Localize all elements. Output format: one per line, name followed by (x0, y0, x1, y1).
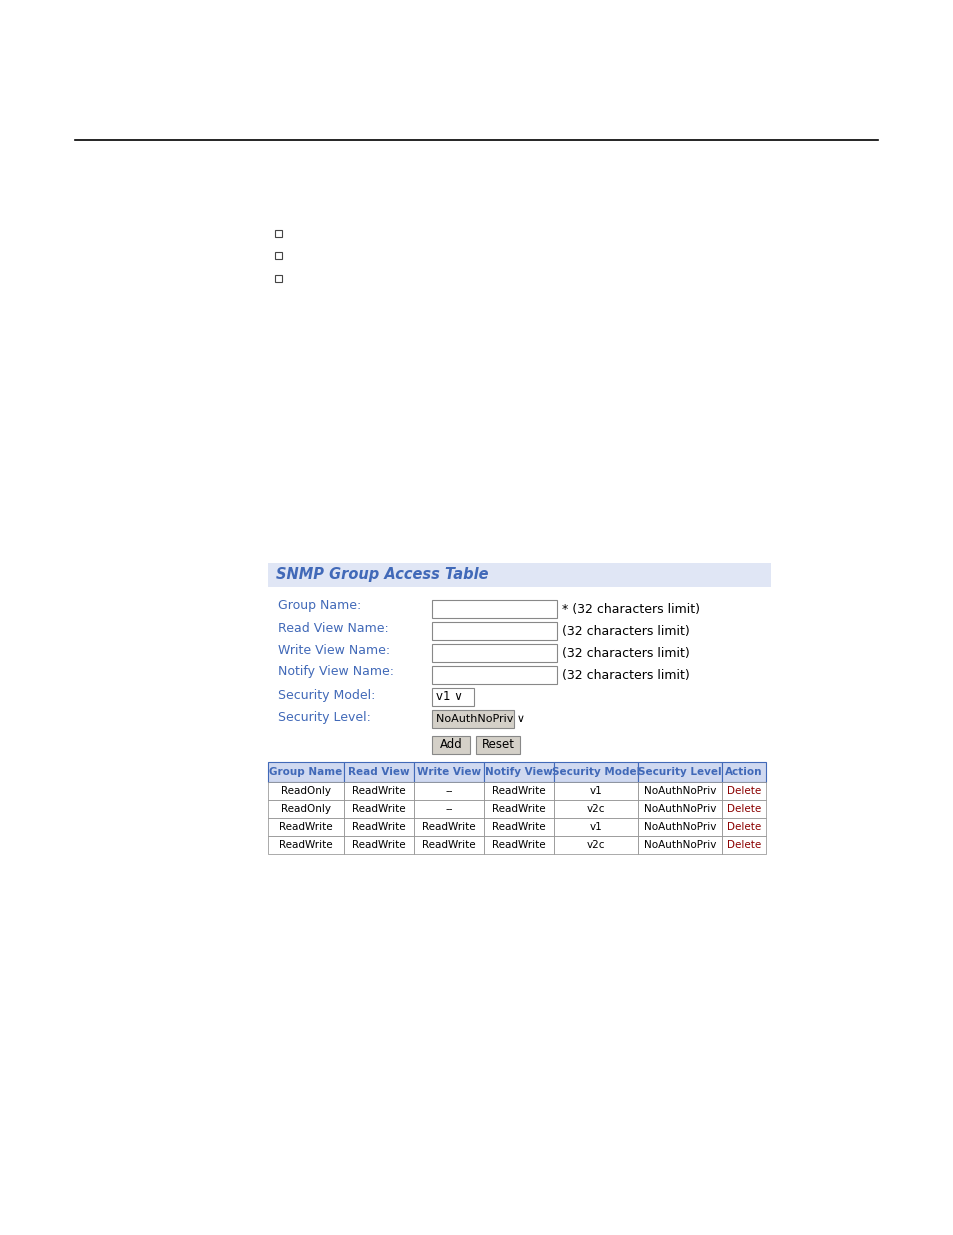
Bar (268, 782, 344, 800)
Bar (268, 800, 344, 818)
Bar (414, 762, 483, 782)
Bar (554, 818, 638, 836)
Text: Write View: Write View (416, 767, 480, 777)
Text: ReadOnly: ReadOnly (281, 785, 331, 797)
Text: v1 ∨: v1 ∨ (436, 690, 462, 704)
Text: (32 characters limit): (32 characters limit) (561, 668, 689, 682)
Text: v1: v1 (589, 823, 601, 832)
Text: ReadWrite: ReadWrite (279, 840, 333, 850)
Text: ReadWrite: ReadWrite (422, 840, 476, 850)
Bar (432, 666, 557, 684)
Bar (414, 836, 483, 853)
Text: * (32 characters limit): * (32 characters limit) (561, 603, 700, 615)
Text: Security Model:: Security Model: (277, 688, 375, 701)
Text: NoAuthNoPriv: NoAuthNoPriv (643, 840, 716, 850)
Bar (344, 836, 414, 853)
Text: Security Level:: Security Level: (277, 710, 371, 724)
Text: Security Level: Security Level (638, 767, 721, 777)
Bar (344, 762, 414, 782)
Bar (268, 762, 344, 782)
Text: --: -- (445, 804, 453, 814)
Bar (274, 252, 282, 258)
Bar (483, 782, 554, 800)
Bar (638, 818, 721, 836)
Text: Add: Add (439, 739, 462, 752)
Bar (432, 600, 557, 618)
Bar (638, 782, 721, 800)
Bar (554, 782, 638, 800)
Text: Write View Name:: Write View Name: (277, 643, 390, 657)
Bar (432, 643, 557, 662)
Bar (721, 782, 765, 800)
Text: ReadOnly: ReadOnly (281, 804, 331, 814)
Text: NoAuthNoPriv ∨: NoAuthNoPriv ∨ (436, 714, 524, 724)
Text: ReadWrite: ReadWrite (352, 840, 405, 850)
Bar (432, 688, 474, 706)
Bar (344, 782, 414, 800)
Bar (476, 736, 519, 755)
Bar (344, 818, 414, 836)
Text: Delete: Delete (726, 840, 760, 850)
Text: v1: v1 (589, 785, 601, 797)
Text: ReadWrite: ReadWrite (352, 823, 405, 832)
Text: ReadWrite: ReadWrite (492, 823, 545, 832)
Text: Group Name:: Group Name: (277, 599, 361, 613)
Text: ReadWrite: ReadWrite (492, 804, 545, 814)
Bar (554, 836, 638, 853)
Bar (483, 800, 554, 818)
Text: Security Model: Security Model (551, 767, 639, 777)
Text: SNMP Group Access Table: SNMP Group Access Table (275, 568, 488, 583)
Text: Notify View Name:: Notify View Name: (277, 666, 394, 678)
Text: ReadWrite: ReadWrite (352, 785, 405, 797)
Text: Read View Name:: Read View Name: (277, 621, 388, 635)
Bar (721, 800, 765, 818)
Bar (638, 800, 721, 818)
Bar (483, 836, 554, 853)
Bar (638, 762, 721, 782)
Text: ReadWrite: ReadWrite (492, 840, 545, 850)
Bar (432, 710, 514, 727)
Bar (268, 563, 770, 587)
Bar (554, 800, 638, 818)
Text: v2c: v2c (586, 804, 604, 814)
Text: NoAuthNoPriv: NoAuthNoPriv (643, 785, 716, 797)
Text: (32 characters limit): (32 characters limit) (561, 646, 689, 659)
Text: Delete: Delete (726, 785, 760, 797)
Text: Reset: Reset (481, 739, 514, 752)
Text: Read View: Read View (348, 767, 410, 777)
Bar (414, 782, 483, 800)
Bar (274, 230, 282, 236)
Bar (274, 274, 282, 282)
Text: v2c: v2c (586, 840, 604, 850)
Bar (414, 800, 483, 818)
Text: ReadWrite: ReadWrite (492, 785, 545, 797)
Text: NoAuthNoPriv: NoAuthNoPriv (643, 823, 716, 832)
Text: Group Name: Group Name (269, 767, 342, 777)
Bar (432, 622, 557, 640)
Bar (344, 800, 414, 818)
Bar (483, 818, 554, 836)
Text: Notify View: Notify View (484, 767, 553, 777)
Bar (268, 836, 344, 853)
Text: ReadWrite: ReadWrite (352, 804, 405, 814)
Text: NoAuthNoPriv: NoAuthNoPriv (643, 804, 716, 814)
Text: ReadWrite: ReadWrite (422, 823, 476, 832)
Text: Action: Action (724, 767, 762, 777)
Text: Delete: Delete (726, 804, 760, 814)
Bar (414, 818, 483, 836)
Bar (638, 836, 721, 853)
Bar (432, 736, 470, 755)
Bar (268, 818, 344, 836)
Bar (554, 762, 638, 782)
Text: --: -- (445, 785, 453, 797)
Bar (721, 836, 765, 853)
Bar (721, 818, 765, 836)
Text: (32 characters limit): (32 characters limit) (561, 625, 689, 637)
Bar (721, 762, 765, 782)
Text: Delete: Delete (726, 823, 760, 832)
Bar (483, 762, 554, 782)
Text: ReadWrite: ReadWrite (279, 823, 333, 832)
